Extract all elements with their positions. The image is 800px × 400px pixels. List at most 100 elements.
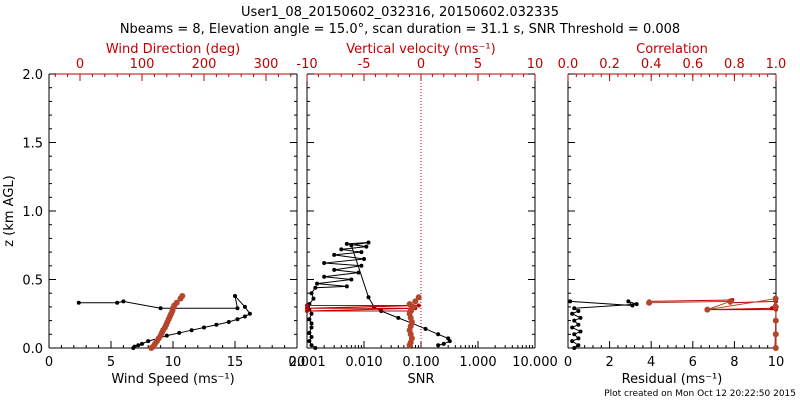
data-point bbox=[570, 325, 575, 330]
y-tick-label: 1.0 bbox=[22, 205, 43, 220]
data-point bbox=[177, 330, 182, 335]
bottom-tick-label: 10.000 bbox=[512, 355, 558, 370]
data-point bbox=[572, 346, 577, 350]
series-0 bbox=[307, 240, 452, 350]
data-point bbox=[362, 256, 366, 261]
data-point bbox=[136, 343, 141, 348]
data-point bbox=[233, 293, 237, 298]
data-point bbox=[309, 325, 314, 330]
data-point bbox=[578, 329, 583, 334]
data-point bbox=[366, 240, 371, 245]
data-point bbox=[242, 304, 247, 309]
data-point bbox=[416, 303, 421, 308]
data-point bbox=[441, 341, 446, 346]
bottom-tick-label: 0.001 bbox=[288, 355, 325, 370]
series-2 bbox=[406, 294, 422, 349]
data-point bbox=[309, 321, 314, 326]
x-axis-label: Wind Speed (ms⁻¹) bbox=[111, 372, 234, 387]
top-tick-label: 100 bbox=[130, 57, 155, 72]
data-point bbox=[307, 339, 312, 344]
bottom-tick-label: 20 bbox=[289, 355, 306, 370]
data-point bbox=[214, 322, 219, 327]
bottom-tick-label: 10 bbox=[165, 355, 182, 370]
top-tick-label: 5 bbox=[474, 57, 482, 72]
series-2 bbox=[646, 295, 779, 351]
data-point bbox=[148, 345, 155, 351]
data-point bbox=[772, 345, 779, 351]
top-tick-label: 10 bbox=[527, 57, 544, 72]
data-point bbox=[412, 298, 419, 305]
data-point bbox=[305, 309, 309, 314]
top-tick-label: 0.6 bbox=[682, 57, 703, 72]
data-point bbox=[189, 328, 194, 333]
data-point bbox=[436, 332, 441, 337]
y-tick-label: 2.0 bbox=[22, 68, 43, 83]
data-point bbox=[305, 306, 309, 311]
y-tick-label: 0.0 bbox=[22, 342, 43, 357]
data-point bbox=[140, 341, 144, 346]
y-tick-label: 1.5 bbox=[22, 137, 43, 152]
data-point bbox=[576, 343, 581, 348]
series-1 bbox=[647, 298, 778, 350]
data-point bbox=[115, 300, 120, 305]
top-tick-label: 1.0 bbox=[766, 57, 787, 72]
data-point bbox=[646, 299, 653, 306]
bottom-tick-label: 15 bbox=[227, 355, 244, 370]
data-point bbox=[339, 247, 344, 252]
data-point bbox=[131, 346, 136, 350]
data-point bbox=[235, 306, 240, 311]
series-line bbox=[306, 305, 419, 312]
data-point bbox=[576, 336, 581, 341]
top-tick-label: 200 bbox=[192, 57, 217, 72]
data-point bbox=[247, 311, 252, 316]
data-point bbox=[423, 326, 428, 331]
data-point bbox=[202, 325, 206, 330]
top-axis-label: Vertical velocity (ms⁻¹) bbox=[346, 42, 495, 57]
plot-footer: Plot created on Mon Oct 12 20:22:50 2015 bbox=[604, 389, 796, 399]
data-point bbox=[727, 298, 734, 305]
series-0 bbox=[76, 293, 252, 350]
bottom-tick-label: 1.000 bbox=[459, 355, 496, 370]
series-1 bbox=[305, 303, 421, 314]
data-point bbox=[344, 241, 349, 246]
bottom-tick-label: 0.010 bbox=[345, 355, 382, 370]
top-tick-label: -5 bbox=[358, 57, 371, 72]
x-axis-label: Residual (ms⁻¹) bbox=[622, 372, 723, 387]
data-point bbox=[447, 339, 452, 344]
data-point bbox=[309, 335, 314, 340]
data-point bbox=[315, 281, 320, 286]
data-point bbox=[359, 263, 364, 268]
data-point bbox=[121, 299, 126, 304]
bottom-tick-label: 10 bbox=[768, 355, 785, 370]
data-point bbox=[309, 311, 314, 316]
bottom-tick-label: 0 bbox=[45, 355, 53, 370]
series-line bbox=[649, 298, 777, 348]
top-tick-label: 0.0 bbox=[558, 57, 579, 72]
top-axis-label: Correlation bbox=[636, 42, 708, 57]
bottom-tick-label: 8 bbox=[730, 355, 738, 370]
data-point bbox=[76, 300, 81, 305]
data-point bbox=[307, 317, 312, 322]
data-point bbox=[164, 333, 169, 338]
data-point bbox=[305, 303, 309, 308]
data-point bbox=[576, 322, 581, 327]
data-point bbox=[568, 299, 573, 304]
data-point bbox=[415, 294, 422, 301]
data-point bbox=[572, 318, 577, 323]
data-point bbox=[364, 244, 369, 249]
series-line bbox=[308, 242, 451, 349]
bottom-tick-label: 4 bbox=[647, 355, 655, 370]
data-point bbox=[307, 330, 312, 335]
data-point bbox=[772, 303, 779, 310]
series-1 bbox=[148, 292, 186, 351]
data-point bbox=[177, 295, 184, 302]
data-point bbox=[572, 306, 577, 311]
data-point bbox=[366, 295, 371, 300]
data-point bbox=[309, 343, 314, 348]
data-point bbox=[332, 267, 337, 272]
data-point bbox=[158, 306, 163, 311]
panel-residual-correlation: 0 2 4 6 8 10 0.0 0.2 0.4 0.6 0.8 1.0 Residual (ms⁻¹)… bbox=[558, 42, 787, 387]
data-point bbox=[359, 250, 364, 255]
